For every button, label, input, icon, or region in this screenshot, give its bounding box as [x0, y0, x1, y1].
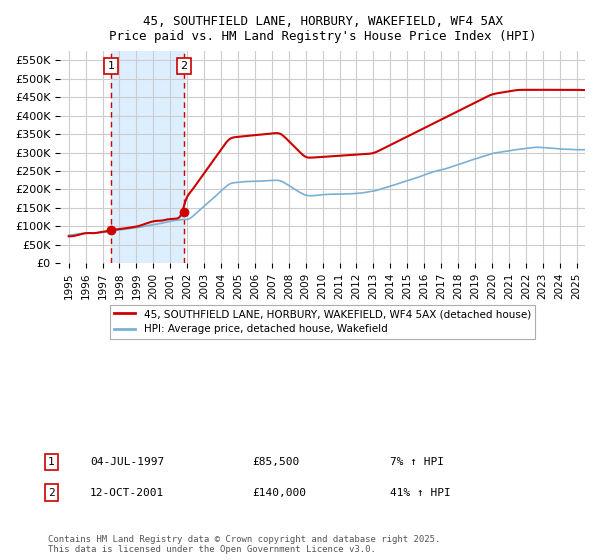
Legend: 45, SOUTHFIELD LANE, HORBURY, WAKEFIELD, WF4 5AX (detached house), HPI: Average : 45, SOUTHFIELD LANE, HORBURY, WAKEFIELD,… — [110, 305, 535, 338]
Text: 1: 1 — [48, 457, 55, 467]
Text: 7% ↑ HPI: 7% ↑ HPI — [390, 457, 444, 467]
Text: 1: 1 — [107, 61, 115, 71]
Text: 2: 2 — [180, 61, 187, 71]
Bar — [111, 51, 184, 263]
Text: £140,000: £140,000 — [252, 488, 306, 498]
Text: 41% ↑ HPI: 41% ↑ HPI — [390, 488, 451, 498]
Title: 45, SOUTHFIELD LANE, HORBURY, WAKEFIELD, WF4 5AX
Price paid vs. HM Land Registry: 45, SOUTHFIELD LANE, HORBURY, WAKEFIELD,… — [109, 15, 536, 43]
Text: Contains HM Land Registry data © Crown copyright and database right 2025.
This d: Contains HM Land Registry data © Crown c… — [48, 535, 440, 554]
Text: £85,500: £85,500 — [252, 457, 299, 467]
Text: 2: 2 — [48, 488, 55, 498]
Text: 12-OCT-2001: 12-OCT-2001 — [90, 488, 164, 498]
Text: 04-JUL-1997: 04-JUL-1997 — [90, 457, 164, 467]
